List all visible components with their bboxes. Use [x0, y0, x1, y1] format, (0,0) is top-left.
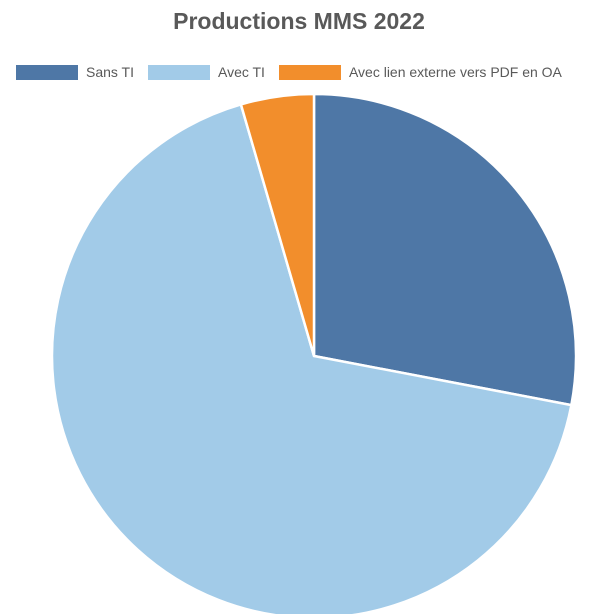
chart-legend: Sans TI Avec TI Avec lien externe vers P…	[16, 64, 562, 80]
legend-item-sans-ti: Sans TI	[16, 64, 134, 80]
legend-item-lien-externe: Avec lien externe vers PDF en OA	[278, 64, 562, 80]
chart-title: Productions MMS 2022	[173, 8, 425, 34]
pie-slice-avec-lien-externe-vers-pdf-en-oa	[239, 92, 316, 358]
pie-slices	[50, 92, 578, 614]
legend-label-lien-externe: Avec lien externe vers PDF en OA	[348, 64, 562, 80]
pie-slice-sans-ti	[312, 92, 578, 407]
legend-label-sans-ti: Sans TI	[86, 64, 134, 80]
legend-swatch-avec-ti	[148, 64, 210, 80]
legend-swatch-sans-ti	[16, 64, 78, 80]
legend-label-avec-ti: Avec TI	[218, 64, 265, 80]
pie-slice-avec-ti	[50, 103, 573, 614]
legend-swatch-lien-externe	[278, 64, 341, 80]
legend-item-avec-ti: Avec TI	[148, 64, 265, 80]
